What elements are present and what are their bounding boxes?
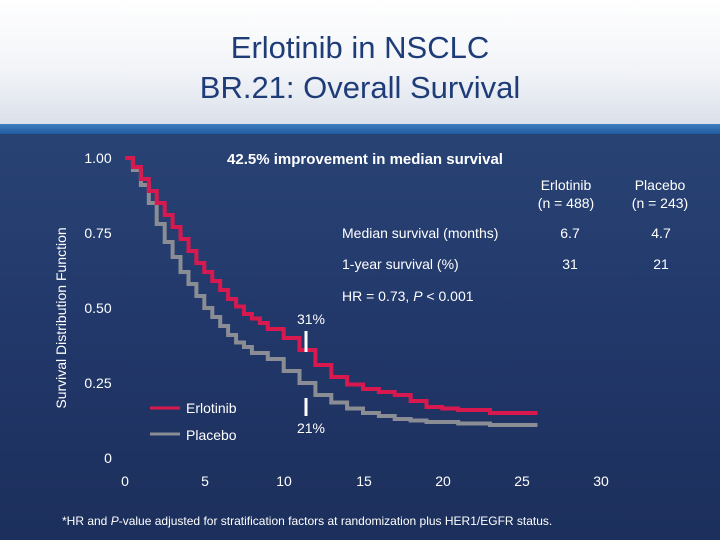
y-tick-0.75: 0.75 xyxy=(84,225,111,241)
x-tick-20: 20 xyxy=(435,473,451,489)
footnote-p: P xyxy=(110,514,119,528)
y-tick-0.25: 0.25 xyxy=(84,375,111,391)
col-header-erlotinib-line1: Erlotinib xyxy=(541,177,592,193)
x-tick-5: 5 xyxy=(201,473,209,489)
x-tick-0: 0 xyxy=(121,473,129,489)
y-tick-0.50: 0.50 xyxy=(84,300,111,316)
hazard-ratio-suffix: < 0.001 xyxy=(423,288,474,304)
survival-curves xyxy=(125,156,538,427)
y-axis-label: Survival Distribution Function xyxy=(53,227,69,408)
slide-title: Erlotinib in NSCLC BR.21: Overall Surviv… xyxy=(0,28,720,108)
col-header-placebo-line2: (n = 243) xyxy=(632,195,688,211)
col-header-erlotinib-line2: (n = 488) xyxy=(538,195,594,211)
col-header-placebo-line1: Placebo xyxy=(635,177,686,193)
headline: 42.5% improvement in median survival xyxy=(227,151,503,168)
x-tick-30: 30 xyxy=(593,473,609,489)
x-tick-25: 25 xyxy=(514,473,530,489)
hazard-ratio-p: P xyxy=(413,288,423,304)
slide-title-line-1: Erlotinib in NSCLC xyxy=(230,30,490,65)
hazard-ratio: HR = 0.73, P < 0.001 xyxy=(342,288,474,304)
row-value-1yr-erlotinib: 31 xyxy=(562,256,578,272)
title-banner xyxy=(0,0,720,128)
y-tick-1.00: 1.00 xyxy=(84,150,111,166)
row-label-median: Median survival (months) xyxy=(342,225,498,241)
title-rule xyxy=(0,124,720,134)
row-value-median-erlotinib: 6.7 xyxy=(560,225,580,241)
footnote-suffix: -value adjusted for stratification facto… xyxy=(118,514,553,528)
x-tick-10: 10 xyxy=(276,473,292,489)
footnote-prefix: *HR and xyxy=(62,514,111,528)
legend-label-erlotinib: Erlotinib xyxy=(186,400,237,416)
footnote: *HR and P-value adjusted for stratificat… xyxy=(62,514,552,528)
y-tick-0: 0 xyxy=(104,450,112,466)
survival-curve-placebo xyxy=(125,156,538,427)
row-value-median-placebo: 4.7 xyxy=(651,225,671,241)
hazard-ratio-prefix: HR = 0.73, xyxy=(342,288,413,304)
slide-title-line-2: BR.21: Overall Survival xyxy=(199,70,521,105)
row-label-1yr: 1-year survival (%) xyxy=(342,256,459,272)
row-value-1yr-placebo: 21 xyxy=(653,256,669,272)
annotation-placebo-21: 21% xyxy=(297,420,325,436)
x-tick-15: 15 xyxy=(356,473,372,489)
legend-label-placebo: Placebo xyxy=(186,427,237,443)
annotation-erlotinib-31: 31% xyxy=(297,311,325,327)
survival-curve-erlotinib xyxy=(125,156,538,415)
